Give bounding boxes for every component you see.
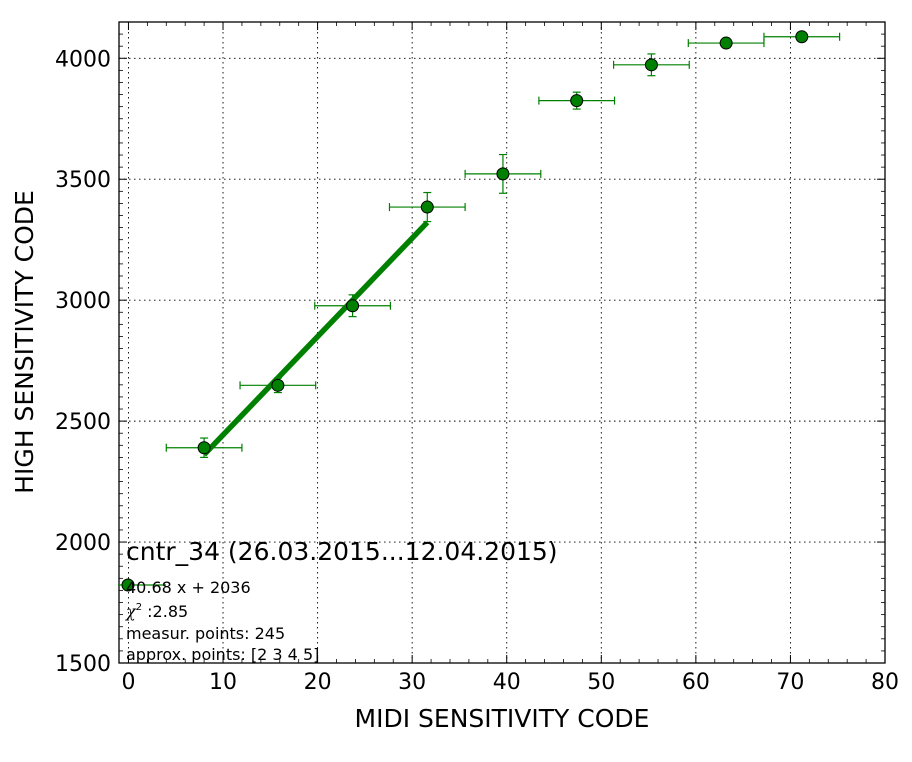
chi-power: 2 <box>136 602 142 613</box>
chi-symbol: χ <box>125 602 137 621</box>
data-point <box>496 167 510 181</box>
y-tick-label: 2500 <box>55 410 111 435</box>
data-point <box>346 299 360 313</box>
annotation-title: cntr_34 (26.03.2015...12.04.2015) <box>126 537 558 566</box>
data-point <box>795 30 809 44</box>
x-tick-label: 10 <box>209 670 237 695</box>
data-point <box>719 36 733 50</box>
plot-frame <box>118 21 886 664</box>
annotation-block: cntr_34 (26.03.2015...12.04.2015) 40.68 … <box>118 537 558 664</box>
y-tick-labels: 1500 2000 2500 3000 3500 4000 <box>55 47 111 677</box>
legend-marker <box>121 578 135 592</box>
measur-points-label: measur. points: 245 <box>126 624 285 643</box>
chi-value: :2.85 <box>142 602 188 621</box>
data-point <box>570 94 584 108</box>
x-tick-label: 60 <box>682 670 710 695</box>
y-tick-label: 3500 <box>55 168 111 193</box>
fit-line <box>202 220 430 457</box>
y-tick-label: 2000 <box>55 531 111 556</box>
x-tick-labels: 0 10 20 30 40 50 60 70 80 <box>121 670 899 695</box>
grid-lines <box>119 22 885 663</box>
data-point <box>420 200 434 214</box>
data-point <box>271 378 285 392</box>
tick-marks <box>119 22 885 663</box>
fit-layer <box>202 220 430 457</box>
y-axis-title: HIGH SENSITIVITY CODE <box>10 190 39 494</box>
errorbar-layer <box>165 32 841 458</box>
y-tick-label: 4000 <box>55 47 111 72</box>
point-layer <box>197 30 809 455</box>
y-tick-label: 3000 <box>55 289 111 314</box>
legend-fit-label: 40.68 x + 2036 <box>126 578 251 597</box>
data-point <box>644 58 658 72</box>
data-point <box>197 441 211 455</box>
chi-squared-label: χ2 :2.85 <box>125 602 188 621</box>
x-tick-label: 30 <box>398 670 426 695</box>
x-tick-label: 40 <box>493 670 521 695</box>
x-axis-title: MIDI SENSITIVITY CODE <box>355 704 650 733</box>
x-tick-label: 70 <box>776 670 804 695</box>
x-tick-label: 50 <box>587 670 615 695</box>
y-tick-label: 1500 <box>55 652 111 677</box>
x-tick-label: 0 <box>121 670 135 695</box>
approx-points-label: approx. points: [2 3 4 5] <box>126 645 319 664</box>
x-tick-label: 20 <box>304 670 332 695</box>
x-tick-label: 80 <box>871 670 899 695</box>
